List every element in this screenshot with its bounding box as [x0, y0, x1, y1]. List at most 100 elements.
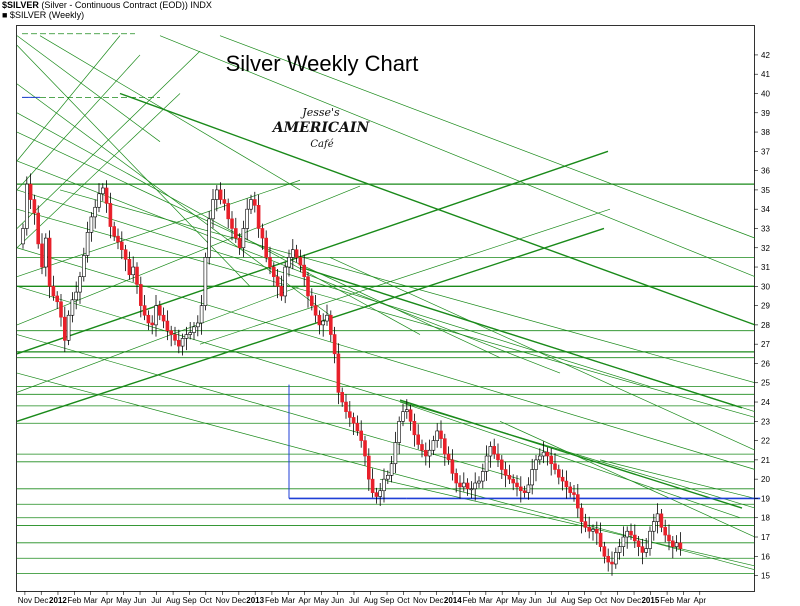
candle-body-69 [283, 266, 288, 297]
candle-body-111 [442, 438, 447, 455]
candle-body-135 [534, 459, 538, 470]
x-tick-label-13: Dec [232, 596, 246, 605]
candle-body-53 [222, 199, 227, 204]
x-tick-label-32: Jul [546, 596, 556, 605]
ascending-line-7 [16, 50, 201, 229]
y-tick-label-17: 32 [761, 244, 770, 253]
fan-line-12 [219, 35, 756, 239]
x-tick-label-19: Jun [331, 596, 344, 605]
y-tick-label-15: 30 [761, 282, 770, 291]
fan-line-19 [499, 420, 756, 538]
candle-body-140 [553, 463, 557, 470]
y-tick-label-8: 23 [761, 417, 770, 426]
candle-body-137 [541, 451, 546, 457]
candle-body-153 [602, 546, 607, 557]
y-tick-label-6: 21 [761, 456, 770, 465]
candle-body-89 [359, 430, 364, 441]
candle-body-55 [230, 218, 234, 229]
ascending-line-5 [199, 208, 611, 345]
y-tick-label-7: 22 [761, 437, 770, 446]
y-tick-label-11: 26 [761, 359, 770, 368]
candle-body-80 [325, 314, 329, 322]
fan-line-16 [329, 257, 756, 451]
candle-body-67 [275, 276, 280, 287]
candle-body-93 [374, 492, 379, 497]
candle-body-165 [648, 530, 652, 549]
y-tick-label-5: 20 [761, 475, 770, 484]
x-tick-label-16: Mar [281, 596, 295, 605]
x-tick-label-37: Dec [627, 596, 641, 605]
candle-body-47 [199, 305, 204, 324]
candle-body-95 [382, 478, 386, 492]
x-tick-label-34: Sep [578, 596, 593, 605]
candle-body-134 [530, 469, 535, 486]
x-tick-label-11: Oct [200, 596, 213, 605]
candle-body-45 [192, 326, 196, 333]
logo: Jesse's AMERICAIN Café [271, 106, 371, 150]
candle-body-150 [591, 528, 595, 532]
fan-line-6 [16, 208, 756, 418]
x-tick-label-17: Apr [298, 596, 311, 605]
candle-body-112 [446, 453, 451, 461]
candle-body-136 [537, 455, 542, 461]
candle-body-58 [241, 228, 246, 249]
symbol-label: $SILVER [2, 0, 39, 10]
candle-body-120 [477, 480, 481, 484]
candle-body-91 [366, 455, 371, 480]
candle-body-48 [203, 257, 208, 306]
candle-body-138 [545, 451, 550, 457]
candle-body-15 [78, 276, 82, 293]
candle-body-121 [480, 471, 485, 482]
candle-body-43 [184, 334, 189, 339]
candle-body-27 [123, 249, 128, 260]
x-tick-label-25: Dec [429, 596, 443, 605]
symbol-description: (Silver - Continuous Contract (EOD)) [41, 0, 188, 10]
candle-body-86 [347, 411, 352, 418]
candle-body-119 [473, 482, 478, 490]
x-tick-label-10: Sep [182, 596, 197, 605]
ascending-line-9 [16, 35, 121, 162]
y-tick-label-4: 19 [761, 494, 770, 503]
candle-body-4 [36, 212, 41, 245]
y-tick-label-18: 33 [761, 224, 770, 233]
fan-line-18 [599, 459, 756, 499]
candle-body-78 [317, 314, 322, 326]
fan-line-11 [159, 35, 756, 278]
candle-body-60 [249, 199, 253, 210]
candle-body-18 [89, 216, 94, 233]
candle-body-73 [298, 257, 303, 266]
candle-body-0 [21, 228, 25, 245]
y-tick-label-25: 40 [761, 89, 770, 98]
candle-body-102 [408, 409, 413, 422]
candle-body-46 [196, 322, 200, 328]
candle-body-123 [488, 446, 493, 457]
y-tick-label-12: 27 [761, 340, 770, 349]
x-tick-label-23: Oct [397, 596, 410, 605]
candle-body-104 [416, 434, 421, 445]
candle-body-77 [313, 305, 318, 316]
candle-body-115 [458, 482, 462, 488]
candle-body-17 [85, 232, 90, 256]
x-tick-label-24: Nov [413, 596, 427, 605]
x-tick-label-6: May [116, 596, 131, 605]
candle-body-156 [613, 552, 618, 565]
candle-body-71 [290, 249, 295, 258]
candle-body-145 [572, 492, 576, 495]
candle-body-76 [309, 295, 314, 306]
fan-line-22 [39, 35, 301, 191]
candle-body-97 [389, 463, 394, 476]
candle-body-128 [507, 475, 512, 480]
candle-body-148 [583, 521, 588, 528]
x-tick-label-4: Mar [84, 596, 98, 605]
exchange-label: INDX [190, 0, 212, 10]
ascending-line-8 [16, 54, 141, 191]
candle-body-65 [268, 257, 272, 268]
fan-line-21 [16, 35, 161, 142]
candle-body-74 [302, 264, 307, 277]
candle-body-68 [279, 286, 284, 297]
candle-body-146 [575, 494, 580, 509]
candle-body-33 [146, 314, 151, 324]
y-tick-label-20: 35 [761, 186, 770, 195]
candle-body-54 [226, 203, 230, 220]
candle-body-144 [568, 486, 573, 493]
